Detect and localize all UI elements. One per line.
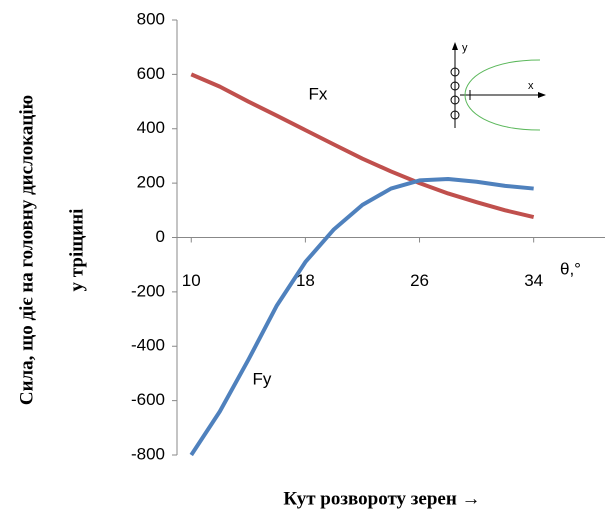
x-tick-label: 26 [410,271,429,290]
series-line [190,72,535,220]
y-axis-label: у тріщині [66,209,87,292]
inset-diagram: y x [450,42,546,131]
y-tick-label: 400 [137,118,165,137]
x-tick-label: 10 [182,271,201,290]
y-tick-label: -200 [131,281,165,300]
y-tick-label: 800 [137,9,165,28]
x-axis-label: Кут розвороту зерен → [283,488,480,509]
inset-label: x [528,80,534,92]
series-line [189,177,534,457]
y-tick-label: 600 [137,64,165,83]
x-tick-label: 18 [296,271,315,290]
x-tick-label: 34 [524,271,543,290]
y-tick-label: -400 [131,336,165,355]
series-label: Fx [309,84,328,103]
y-tick-label: -800 [131,444,165,463]
y-tick-label: 200 [137,173,165,192]
y-tick-label: -600 [131,390,165,409]
y-axis-label: Сила, що діє на головну дислокацію [16,95,37,405]
x-unit-label: θ,° [560,259,581,278]
series-label: Fy [253,369,272,388]
y-tick-label: 0 [156,227,165,246]
inset-label: y [462,42,468,54]
